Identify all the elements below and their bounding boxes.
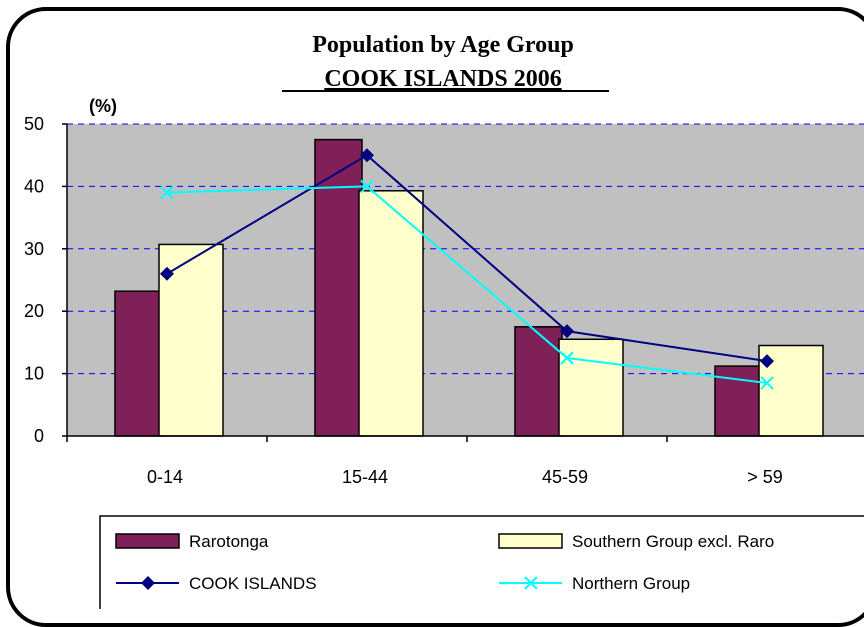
y-axis-unit-label: (%) [89,96,117,116]
marker-x [560,351,574,365]
legend-label: Southern Group excl. Raro [572,532,774,551]
marker-x [360,179,374,194]
legend-swatch [115,533,180,549]
marker-x [160,185,174,200]
legend-marker-diamond [141,576,155,590]
chart-subtitle: COOK ISLANDS 2006 [324,66,561,92]
x-tick-label: 0-14 [147,467,183,487]
y-tick-label: 30 [24,239,44,259]
marker-diamond [360,148,374,163]
legend-label: Northern Group [572,574,690,593]
y-tick-label: 10 [24,364,44,384]
legend-label: COOK ISLANDS [189,574,317,593]
x-tick-label: 45-59 [542,467,588,487]
marker-diamond [160,266,174,281]
bar-southern-group-excl-raro [358,190,424,437]
legend-box [99,515,864,609]
bar-rarotonga [514,326,563,437]
marker-diamond [760,354,774,369]
bar-rarotonga [314,138,363,437]
x-tick-label: 15-44 [342,467,388,487]
bar-southern-group-excl-raro [558,338,624,437]
y-tick-label: 20 [24,301,44,321]
y-tick-label: 50 [24,114,44,134]
x-tick-label: > 59 [747,467,783,487]
legend-label: Rarotonga [189,532,269,551]
chart: Population by Age Group COOK ISLANDS 200… [24,32,864,609]
legend-marker-x [524,576,538,590]
y-tick-label: 40 [24,176,44,196]
chart-title: Population by Age Group [312,32,574,58]
bar-rarotonga [114,290,163,437]
marker-x [760,376,774,390]
line-cook-islands [166,153,768,363]
legend-swatch [498,533,563,549]
y-tick-label: 0 [34,426,44,446]
line-northern-group [166,185,768,384]
marker-diamond [560,324,574,339]
